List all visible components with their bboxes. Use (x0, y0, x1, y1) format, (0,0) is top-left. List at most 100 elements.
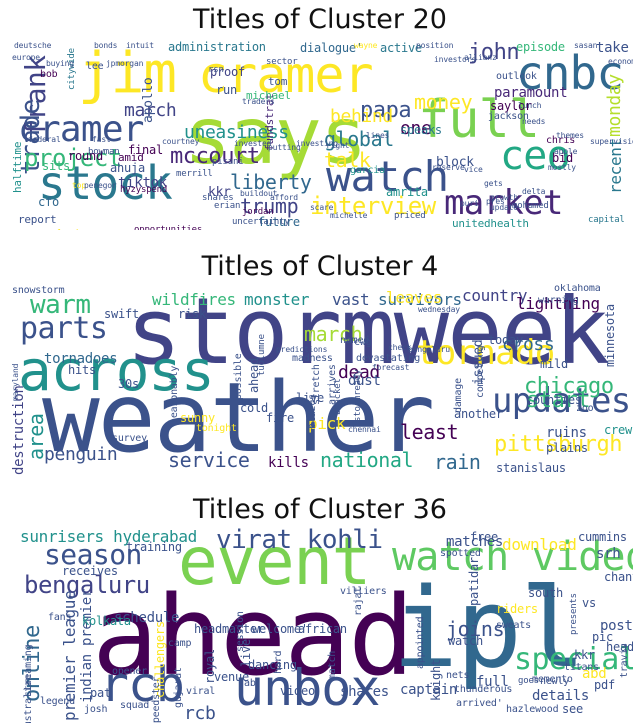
cloud-word: dancing (248, 658, 297, 672)
cloud-word: future (258, 215, 300, 229)
cloud-word: rsn (208, 65, 224, 75)
cloud-word: possible (233, 353, 244, 401)
cloud-word: erian (214, 201, 241, 211)
cloud-word: opener (112, 666, 147, 677)
cloud-word: penguin (44, 444, 118, 465)
cloud-word: rajat (353, 586, 364, 616)
cloud-word: john (468, 40, 520, 65)
cloud-word: swift (104, 307, 139, 321)
cloud-word: headmaster (194, 622, 264, 636)
cloud-word: administration (168, 40, 266, 54)
cloud-word: europe (12, 53, 40, 62)
cloud-word: cfo (38, 195, 59, 209)
cloud-word: ab (244, 678, 256, 689)
cloud-word: recent (606, 137, 625, 194)
cloud-word: free (470, 530, 498, 544)
cloud-word: traders (242, 97, 275, 106)
cloud-word: mostly (548, 163, 576, 172)
cloud-word: event (178, 527, 371, 600)
cloud-word: stormweek (126, 284, 610, 385)
cloud-word: seasonably (169, 365, 180, 424)
cloud-word: run (216, 83, 237, 97)
cloud-word: delta (522, 187, 546, 196)
cloud-word: bengaluru (408, 345, 450, 354)
cloud-word: cwg (354, 337, 372, 348)
cloud-word: sunrisers hyderabad (20, 527, 197, 546)
cloud-word: project (24, 144, 122, 172)
cloud-word: predictions (276, 345, 328, 354)
cloud-word: liberty (230, 170, 312, 194)
cloud-word: dust (348, 373, 381, 389)
cloud-word: matches (446, 534, 504, 550)
cloud-word: allianz (464, 53, 497, 62)
cloud-word: scare (310, 203, 334, 212)
cloud-word: mild (540, 357, 568, 371)
cloud-word: newly (540, 676, 570, 687)
cloud-word: one (400, 118, 432, 139)
cloud-word: warm (30, 290, 91, 320)
cloud-word: country (462, 286, 528, 305)
cloud-word: citywide (67, 47, 77, 90)
cloud-word: season (44, 538, 142, 571)
cloud-word: round (68, 149, 103, 163)
cloud-word: joins (446, 617, 505, 641)
cloud-word: jordan (242, 207, 274, 217)
cloud-word: federal (28, 135, 61, 144)
cloud-word: download (502, 535, 577, 554)
cloud-word: needs (522, 117, 546, 126)
cloud-word: madness (292, 353, 333, 364)
cloud-word: hard (273, 650, 284, 675)
cloud-word: investors (434, 55, 476, 64)
cloud-word: australian (23, 674, 34, 723)
cloud-word: mccourt (170, 144, 260, 169)
cloud-word: buildout (240, 189, 278, 198)
cloud-word: stretch (311, 363, 322, 405)
cloud-word: lightning (516, 294, 600, 313)
cloud-word: garcia (350, 165, 385, 176)
cloud-word: arrived' (456, 698, 503, 709)
cloud-word: parts (20, 311, 108, 346)
cloud-word: rcb (100, 657, 185, 713)
cloud-word: michelle (330, 211, 368, 220)
cloud-word: competing (475, 345, 486, 399)
cloud-word: trump (240, 194, 299, 218)
cloud-word: puri (460, 199, 479, 208)
cloud-word: travis (619, 642, 630, 678)
cloud-word: outlook (496, 71, 537, 82)
cloud-word: bowman (88, 147, 120, 157)
cloud-word: cnbc (516, 46, 624, 100)
cloud-word: supervision (590, 137, 633, 146)
cloud-word: fast (92, 135, 111, 144)
cloud-word: update (490, 203, 518, 212)
cloud-word: priced (394, 211, 426, 221)
cloud-word: tom (268, 75, 288, 88)
cloud-word: abd (582, 666, 607, 682)
cloud-word: knight (429, 658, 443, 701)
cloud-word: gujarat (173, 666, 184, 708)
cloud-word: watch (448, 634, 483, 648)
cloud-word: kkr (208, 185, 231, 200)
cloud-word: oklahoma (554, 284, 601, 294)
cloud-word: special (514, 642, 633, 677)
cloud-word: ceo (500, 133, 571, 179)
cloud-word: episode (516, 40, 565, 54)
cloud-word: ipl (392, 564, 586, 692)
cloud-word: amrita (386, 185, 428, 199)
cloud-word: amid (118, 151, 144, 164)
cloud-word: kills (268, 455, 309, 471)
cloud-word: report (18, 213, 57, 226)
cloud-word: spotted (440, 548, 481, 559)
cloud-word: chennai (348, 425, 381, 434)
cloud-word: sasan (574, 41, 598, 50)
cloud-word: thunderous (454, 684, 513, 695)
cloud-word: market (444, 183, 563, 223)
cloud-word: intuit (126, 41, 154, 50)
cloud-word: growth (490, 193, 518, 202)
cloud-word: vs (582, 596, 596, 610)
cloud-word: money (414, 90, 473, 114)
cloud-word: details (532, 688, 590, 704)
cloud-word: rcb (184, 703, 216, 723)
cloud-word: apollo (141, 77, 156, 124)
cloud-word: wayne (354, 41, 378, 50)
cloud-word: stormready (353, 369, 363, 423)
